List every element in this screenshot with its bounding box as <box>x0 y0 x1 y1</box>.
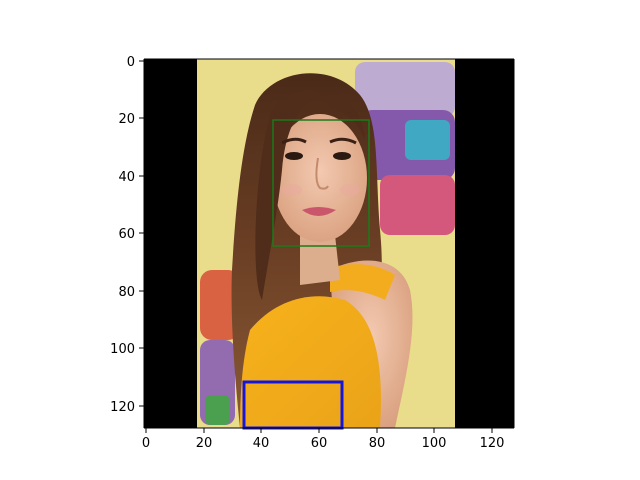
y-tick-label: 100 <box>110 342 135 357</box>
x-tick-label: 0 <box>142 436 150 451</box>
background-logo <box>200 62 455 425</box>
axes-spines <box>143 58 515 429</box>
y-tick-label: 60 <box>118 227 135 242</box>
y-tick-label: 20 <box>118 112 135 127</box>
x-tick-label: 40 <box>253 436 270 451</box>
y-tick-label: 0 <box>127 55 135 70</box>
x-tick-label: 80 <box>369 436 386 451</box>
y-tick-label: 40 <box>118 170 135 185</box>
face <box>273 114 367 242</box>
y-tick-label: 120 <box>110 400 135 415</box>
padding-right <box>455 59 514 428</box>
neck <box>300 235 340 285</box>
y-axis: 0 20 40 60 80 100 120 <box>110 55 144 415</box>
x-tick-label: 100 <box>422 436 447 451</box>
x-tick-label: 60 <box>311 436 328 451</box>
y-tick-label: 80 <box>118 285 135 300</box>
photo <box>144 59 514 428</box>
orange-top <box>240 296 381 428</box>
x-axis: 0 20 40 60 80 100 120 <box>142 428 505 451</box>
x-tick-label: 20 <box>196 436 213 451</box>
x-tick-label: 120 <box>480 436 505 451</box>
padding-left <box>144 59 197 428</box>
face-box <box>272 119 370 247</box>
